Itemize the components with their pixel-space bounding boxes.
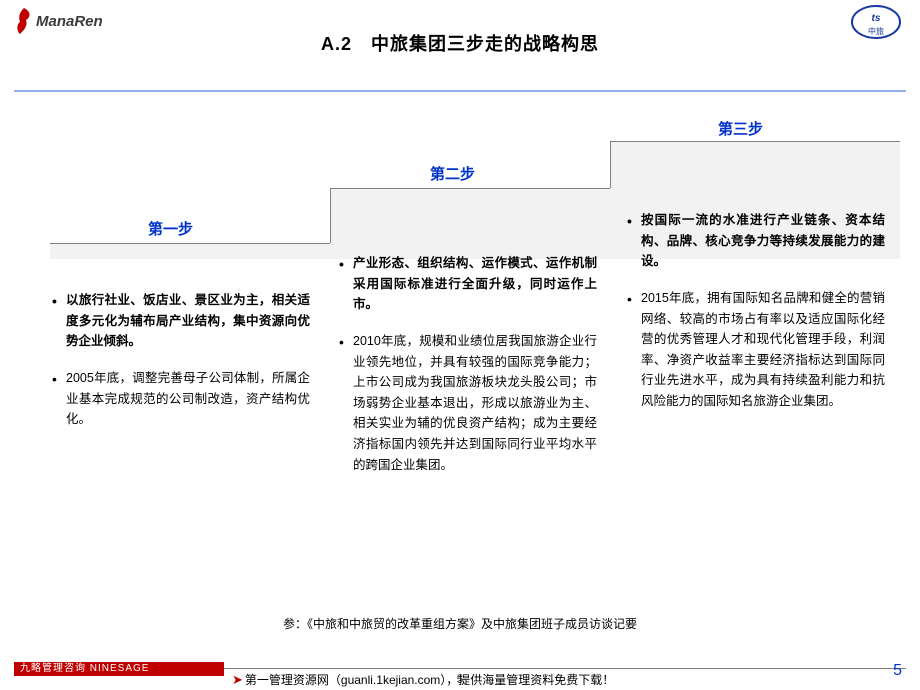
stair-bg <box>330 188 610 259</box>
title-underline <box>14 90 906 92</box>
footer-resource-link: ➤第一管理资源网（guanli.1kejian.com），提供海量管理资料免费下… <box>232 671 614 688</box>
bullet-item: 2005年底，调整完善母子公司体制，所属企业基本完成规范的公司制改造，资产结构优… <box>50 368 310 430</box>
bullet-item: 2015年底，拥有国际知名品牌和健全的营销网络、较高的市场占有率以及适应国际化经… <box>625 288 885 412</box>
bullet-item: 2010年底，规模和业绩位居我国旅游企业行业领先地位，并具有较强的国际竞争能力；… <box>337 331 597 475</box>
stair-edge-h <box>50 243 330 244</box>
step-label-3: 第三步 <box>718 118 763 139</box>
reference-text: 参：《中旅和中旅贸的改革重组方案》及中旅集团班子成员访谈记要 <box>0 615 920 632</box>
svg-text:ts: ts <box>872 13 881 24</box>
stair-edge-h <box>610 141 900 142</box>
stair-bg <box>50 243 330 259</box>
page-number-right: 5 <box>893 662 902 680</box>
step-label-2: 第二步 <box>430 163 475 184</box>
bullet-item: 按国际一流的水准进行产业链条、资本结构、品牌、核心竞争力等持续发展能力的建设。 <box>625 210 885 272</box>
step-label-1: 第一步 <box>148 218 193 239</box>
footer-divider <box>224 668 906 669</box>
footer-resource-text: 第一管理资源网（guanli.1kejian.com），提供海量管理资料免费下载… <box>245 673 614 687</box>
slide-root: ManaRen ts 中旅 A.2 中旅集团三步走的战略构思 第一步第二步第三步… <box>0 0 920 690</box>
logo-manaren-text: ManaRen <box>36 13 103 30</box>
stair-edge-v <box>610 141 611 188</box>
stair-edge-h <box>330 188 610 189</box>
slide-title: A.2 中旅集团三步走的战略构思 <box>0 30 920 56</box>
column-list: 以旅行社业、饭店业、景区业为主，相关适度多元化为辅布局产业结构，集中资源向优势企… <box>50 290 310 430</box>
column-list: 产业形态、组织结构、运作模式、运作机制采用国际标准进行全面升级，同时运作上市。 2… <box>337 253 597 475</box>
column-1: 以旅行社业、饭店业、景区业为主，相关适度多元化为辅布局产业结构，集中资源向优势企… <box>50 290 310 446</box>
arrow-icon: ➤ <box>232 672 243 687</box>
column-list: 按国际一流的水准进行产业链条、资本结构、品牌、核心竞争力等持续发展能力的建设。 2… <box>625 210 885 412</box>
column-3: 按国际一流的水准进行产业链条、资本结构、品牌、核心竞争力等持续发展能力的建设。 2… <box>625 210 885 428</box>
column-2: 产业形态、组织结构、运作模式、运作机制采用国际标准进行全面升级，同时运作上市。 2… <box>337 253 597 491</box>
bullet-item: 以旅行社业、饭店业、景区业为主，相关适度多元化为辅布局产业结构，集中资源向优势企… <box>50 290 310 352</box>
stair-edge-v <box>330 188 331 243</box>
bullet-item: 产业形态、组织结构、运作模式、运作机制采用国际标准进行全面升级，同时运作上市。 <box>337 253 597 315</box>
